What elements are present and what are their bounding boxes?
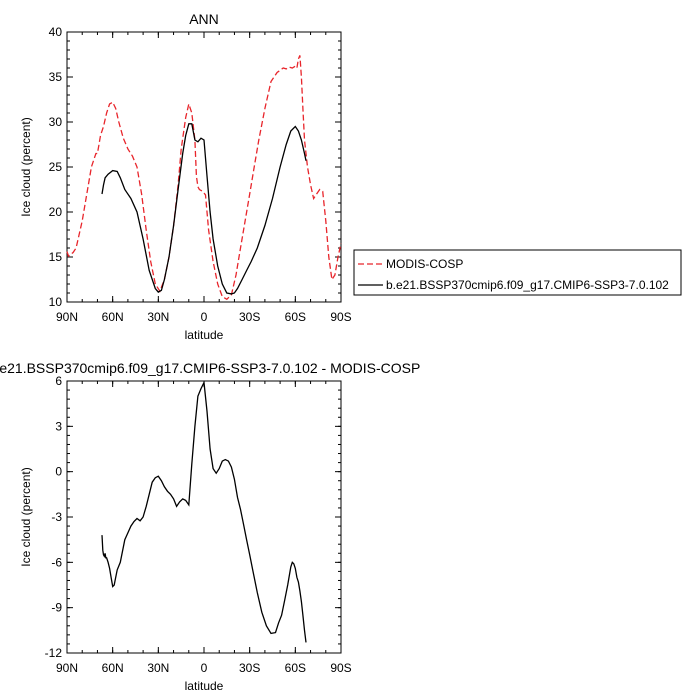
x-tick-label: 90S <box>330 310 351 324</box>
y-tick-label: -12 <box>45 646 63 660</box>
chart-title: ANN <box>189 11 219 27</box>
y-tick-label: 20 <box>49 205 63 219</box>
y-axis-label: Ice cloud (percent) <box>19 467 33 566</box>
x-tick-label: 30S <box>239 310 260 324</box>
x-tick-label: 60N <box>102 661 124 675</box>
x-tick-label: 0 <box>201 310 208 324</box>
x-tick-label: 90N <box>56 310 78 324</box>
y-tick-label: 15 <box>49 250 63 264</box>
y-tick-label: 6 <box>55 374 62 388</box>
legend-box <box>353 249 682 296</box>
y-tick-label: 30 <box>49 115 63 129</box>
legend-label-modis-cosp: MODIS-COSP <box>386 257 463 271</box>
y-tick-label: 10 <box>49 295 63 309</box>
x-tick-label: 90S <box>330 661 351 675</box>
legend: MODIS-COSP b.e21.BSSP370cmip6.f09_g17.CMI… <box>353 249 682 296</box>
x-tick-label: 90N <box>56 661 78 675</box>
y-tick-label: -6 <box>51 555 62 569</box>
x-tick-label: 60N <box>102 310 124 324</box>
chart-title: b.e21.BSSP370cmip6.f09_g17.CMIP6-SSP3-7.… <box>0 360 420 376</box>
x-tick-label: 30N <box>147 661 169 675</box>
legend-label-model: b.e21.BSSP370cmip6.f09_g17.CMIP6-SSP3-7.… <box>386 278 669 292</box>
y-tick-label: 3 <box>55 419 62 433</box>
y-tick-label: -9 <box>51 601 62 615</box>
plot-frame <box>66 31 342 303</box>
x-tick-label: 30N <box>147 310 169 324</box>
x-axis-label: latitude <box>185 328 224 342</box>
panel-bottom: 90N 60N 30N 0 30S 60S 90S -12 -9 -6 -3 0 3 6b.e21.BSS… <box>0 360 420 693</box>
y-tick-label: -3 <box>51 510 62 524</box>
y-tick-label: 0 <box>55 465 62 479</box>
x-tick-label: 60S <box>285 661 306 675</box>
series-line-modis-cosp <box>66 55 342 301</box>
series-line-difference <box>101 380 307 643</box>
x-tick-label: 60S <box>285 310 306 324</box>
panel-top: 90N 60N 30N 0 30S 60S 90S 10 15 20 25 30 35 40 ANN lati… <box>19 11 682 342</box>
y-tick-label: 25 <box>49 160 63 174</box>
y-tick-label: 40 <box>49 25 63 39</box>
plot-frame <box>66 380 342 654</box>
x-tick-label: 30S <box>239 661 260 675</box>
y-tick-label: 35 <box>49 70 63 84</box>
y-axis-label: Ice cloud (percent) <box>19 117 33 216</box>
x-tick-label: 0 <box>201 661 208 675</box>
series-line-b-e21-bssp370cmip6-f09-g17-cmip6-ssp3-7-0-102 <box>101 123 307 295</box>
x-axis-label: latitude <box>185 679 224 693</box>
